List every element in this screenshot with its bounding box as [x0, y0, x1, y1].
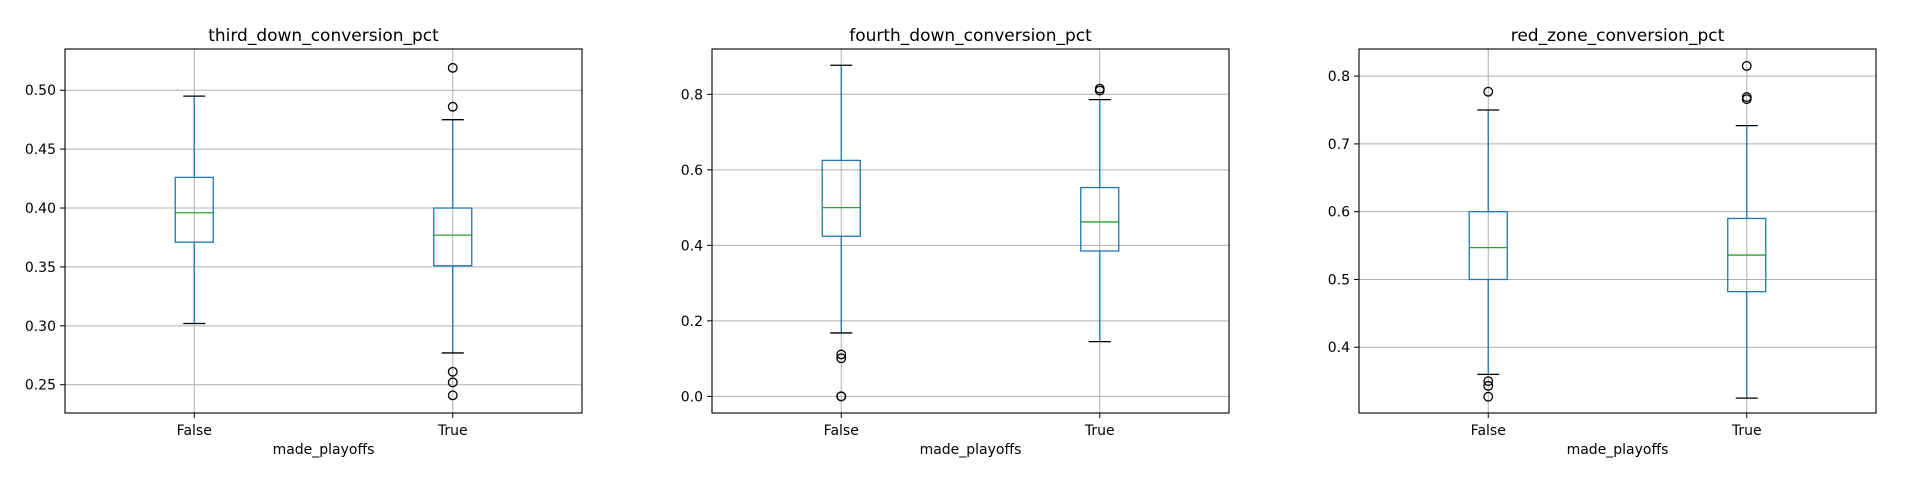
axes-frame	[64, 48, 583, 414]
outlier-point	[1741, 60, 1752, 71]
iqr-box	[821, 159, 861, 237]
outlier-point	[836, 391, 847, 402]
y-tick-label: 0.6	[1328, 205, 1350, 221]
iqr-box	[1080, 186, 1120, 252]
iqr-box	[1468, 211, 1508, 281]
y-tick-label: 0.4	[681, 238, 703, 254]
y-tick-label: 0.4	[1328, 340, 1350, 356]
box-true	[433, 62, 473, 401]
outlier-point	[447, 101, 458, 112]
x-tick-label: True	[1731, 423, 1762, 439]
box-true	[1727, 60, 1767, 399]
x-tick-label: False	[177, 423, 212, 439]
axes-frame	[1358, 48, 1877, 414]
y-tick-label: 0.5	[1328, 272, 1350, 288]
x-axis-label: made_playoffs	[1567, 442, 1669, 458]
box-false	[174, 95, 214, 325]
x-tick-label: False	[1471, 423, 1506, 439]
chart-title: fourth_down_conversion_pct	[849, 26, 1092, 46]
chart-title: red_zone_conversion_pct	[1511, 26, 1725, 46]
outlier-point	[1094, 85, 1105, 96]
x-axis-label: made_playoffs	[273, 442, 375, 458]
outlier-point	[447, 377, 458, 388]
iqr-box	[174, 176, 214, 243]
y-tick-label: 0.8	[681, 87, 703, 103]
outlier-point	[447, 366, 458, 377]
outlier-point	[447, 62, 458, 73]
x-tick-label: True	[1084, 423, 1115, 439]
box-false	[1468, 86, 1508, 402]
outlier-point	[447, 390, 458, 401]
chart-title: third_down_conversion_pct	[208, 26, 439, 46]
y-tick-label: 0.6	[681, 163, 703, 179]
chart-panel-0: 0.25 0.30 0.35 0.40 0.45 0.50 False True third_d…	[25, 26, 583, 458]
x-tick-label: False	[824, 423, 859, 439]
iqr-box	[433, 207, 473, 267]
chart-panel-1: 0.0 0.2 0.4 0.6 0.8 False True fourth_down_conv…	[681, 26, 1230, 458]
outlier-point	[836, 353, 847, 364]
y-tick-label: 0.0	[681, 389, 703, 405]
y-tick-label: 0.8	[1328, 69, 1350, 85]
chart-panel-2: 0.4 0.5 0.6 0.7 0.8 False True red_zone_convers…	[1328, 26, 1877, 458]
x-axis-label: made_playoffs	[920, 442, 1022, 458]
outlier-point	[1483, 86, 1494, 97]
y-tick-label: 0.45	[25, 142, 56, 158]
box-false	[821, 64, 861, 402]
outlier-point	[836, 349, 847, 360]
x-tick-label: True	[437, 423, 468, 439]
y-tick-label: 0.2	[681, 314, 703, 330]
y-tick-label: 0.35	[25, 260, 56, 276]
outlier-point	[1483, 380, 1494, 391]
y-tick-label: 0.40	[25, 201, 56, 217]
y-tick-label: 0.7	[1328, 137, 1350, 153]
axes-frame	[711, 48, 1230, 414]
box-true	[1080, 83, 1120, 343]
y-tick-label: 0.50	[25, 83, 56, 99]
y-tick-label: 0.25	[25, 378, 56, 394]
outlier-point	[1741, 94, 1752, 105]
outlier-point	[1483, 376, 1494, 387]
y-tick-label: 0.30	[25, 319, 56, 335]
outlier-point	[1483, 391, 1494, 402]
